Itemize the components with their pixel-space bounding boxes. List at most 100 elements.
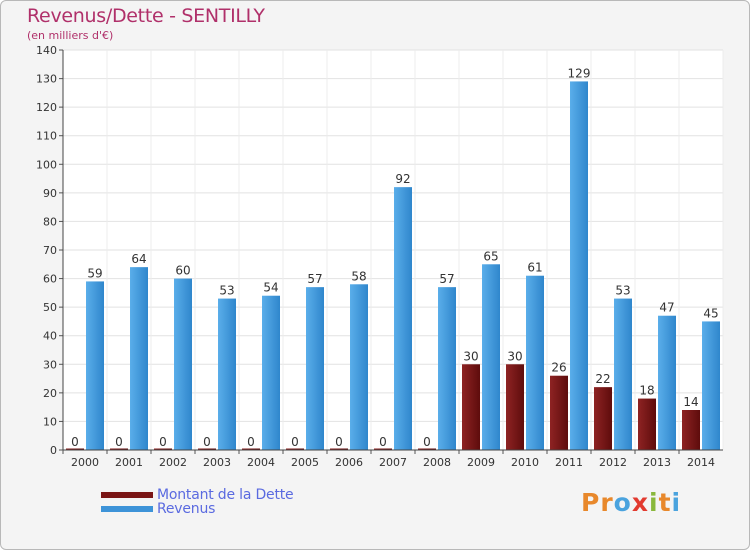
data-label-dette: 18: [639, 384, 654, 398]
bar-dette: [66, 448, 84, 450]
data-label-revenus: 53: [219, 284, 234, 298]
legend-label-revenus: Revenus: [157, 501, 216, 517]
data-label-revenus: 59: [87, 266, 102, 280]
data-label-revenus: 129: [568, 66, 591, 80]
legend-item-revenus: Revenus: [101, 501, 216, 517]
data-label-dette: 0: [335, 435, 343, 449]
bar-dette: [506, 364, 524, 450]
bar-revenus: [702, 321, 720, 450]
bar-dette: [154, 448, 172, 450]
bar-revenus: [526, 275, 544, 450]
x-tick-label: 2010: [511, 456, 539, 469]
data-label-revenus: 61: [527, 261, 542, 275]
y-tick-label: 120: [36, 101, 57, 114]
x-tick-label: 2007: [379, 456, 407, 469]
x-tick-label: 2000: [71, 456, 99, 469]
data-label-dette: 30: [463, 349, 478, 363]
legend-swatch-dette: [101, 492, 153, 498]
bar-revenus: [658, 315, 676, 450]
x-tick-label: 2008: [423, 456, 451, 469]
proxiti-logo: Proxiti: [581, 488, 681, 517]
data-label-dette: 0: [247, 435, 255, 449]
data-label-revenus: 47: [659, 301, 674, 315]
y-tick-label: 30: [43, 358, 57, 371]
x-tick-label: 2004: [247, 456, 275, 469]
legend-label-dette: Montant de la Dette: [157, 487, 294, 503]
chart-subtitle: (en milliers d'€): [27, 29, 114, 42]
bar-revenus: [174, 278, 192, 450]
y-tick-label: 40: [43, 330, 57, 343]
bar-revenus: [394, 187, 412, 450]
y-tick-label: 20: [43, 387, 57, 400]
bar-dette: [462, 364, 480, 450]
legend-swatch-revenus: [101, 506, 153, 512]
x-tick-label: 2005: [291, 456, 319, 469]
y-tick-label: 50: [43, 301, 57, 314]
x-tick-label: 2014: [687, 456, 715, 469]
y-tick-label: 0: [50, 444, 57, 457]
bar-dette: [110, 448, 128, 450]
bar-dette: [198, 448, 216, 450]
bar-dette: [242, 448, 260, 450]
data-label-dette: 0: [159, 435, 167, 449]
data-label-revenus: 58: [351, 269, 366, 283]
bar-revenus: [218, 298, 236, 450]
bar-revenus: [130, 267, 148, 450]
x-tick-label: 2013: [643, 456, 671, 469]
logo-letter: x: [631, 488, 649, 517]
data-label-dette: 0: [379, 435, 387, 449]
bar-revenus: [614, 298, 632, 450]
data-label-revenus: 45: [703, 306, 718, 320]
logo-letter: r: [600, 488, 614, 517]
y-tick-label: 130: [36, 73, 57, 86]
data-label-dette: 30: [507, 349, 522, 363]
y-tick-label: 80: [43, 215, 57, 228]
data-label-dette: 26: [551, 361, 566, 375]
data-label-dette: 0: [203, 435, 211, 449]
x-tick-label: 2012: [599, 456, 627, 469]
legend-item-dette: Montant de la Dette: [101, 487, 294, 503]
bar-revenus: [350, 284, 368, 450]
data-label-revenus: 92: [395, 172, 410, 186]
x-tick-label: 2009: [467, 456, 495, 469]
data-label-revenus: 54: [263, 281, 278, 295]
x-tick-label: 2006: [335, 456, 363, 469]
logo-letter: i: [649, 488, 659, 517]
bar-dette: [286, 448, 304, 450]
x-tick-label: 2003: [203, 456, 231, 469]
x-tick-label: 2011: [555, 456, 583, 469]
chart-title: Revenus/Dette - SENTILLY: [27, 5, 265, 27]
bar-dette: [638, 398, 656, 450]
logo-letter: P: [581, 488, 601, 517]
logo-letter: t: [658, 488, 672, 517]
bar-revenus: [438, 287, 456, 450]
data-label-dette: 0: [115, 435, 123, 449]
bar-dette: [682, 410, 700, 450]
data-label-revenus: 53: [615, 284, 630, 298]
y-tick-label: 140: [36, 44, 57, 57]
bar-revenus: [86, 281, 104, 450]
y-tick-label: 70: [43, 244, 57, 257]
bar-dette: [418, 448, 436, 450]
logo-letter: o: [613, 488, 632, 517]
y-tick-label: 90: [43, 187, 57, 200]
bar-dette: [330, 448, 348, 450]
y-tick-label: 60: [43, 273, 57, 286]
bar-revenus: [306, 287, 324, 450]
logo-letter: i: [671, 488, 682, 517]
data-label-revenus: 57: [307, 272, 322, 286]
bar-revenus: [262, 295, 280, 450]
x-tick-label: 2002: [159, 456, 187, 469]
bar-dette: [374, 448, 392, 450]
bar-revenus: [482, 264, 500, 450]
x-tick-label: 2001: [115, 456, 143, 469]
data-label-revenus: 60: [175, 264, 190, 278]
y-tick-label: 110: [36, 130, 57, 143]
bar-dette: [550, 375, 568, 450]
data-label-revenus: 57: [439, 272, 454, 286]
data-label-dette: 22: [595, 372, 610, 386]
data-label-revenus: 64: [131, 252, 146, 266]
data-label-dette: 0: [291, 435, 299, 449]
